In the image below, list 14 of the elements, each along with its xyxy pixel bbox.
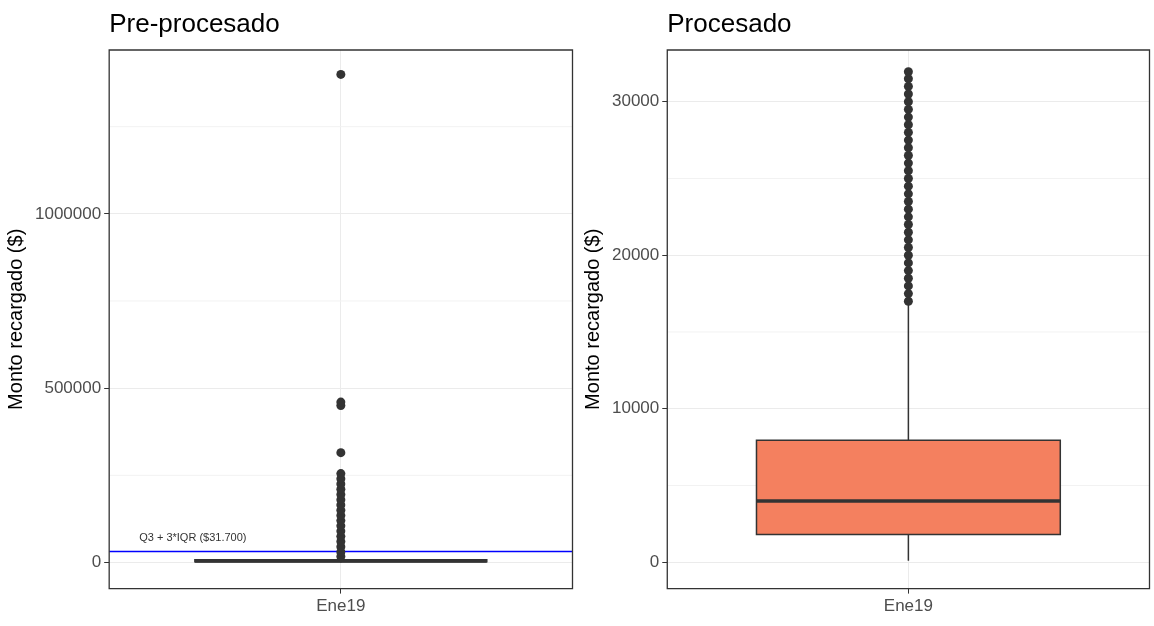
x-tick-label: Ene19: [316, 596, 366, 616]
y-tick-label: 10000: [611, 398, 660, 418]
ref-line-label: Q3 + 3*IQR ($31.700): [139, 530, 247, 543]
y-tick-label: 30000: [611, 91, 660, 111]
y-tick-label: 20000: [611, 244, 660, 264]
y-tick-label: 0: [91, 552, 102, 572]
y-tick-label: 1000000: [34, 203, 102, 223]
y-axis-title: Monto recargado ($): [3, 228, 26, 410]
x-tick-label: Ene19: [883, 596, 933, 616]
chart-title: Pre-procesado: [109, 8, 280, 39]
y-tick-label: 0: [649, 551, 660, 571]
chart-title: Procesado: [667, 8, 792, 39]
y-tick-label: 500000: [44, 377, 102, 397]
y-axis-title: Monto recargado ($): [580, 228, 603, 410]
